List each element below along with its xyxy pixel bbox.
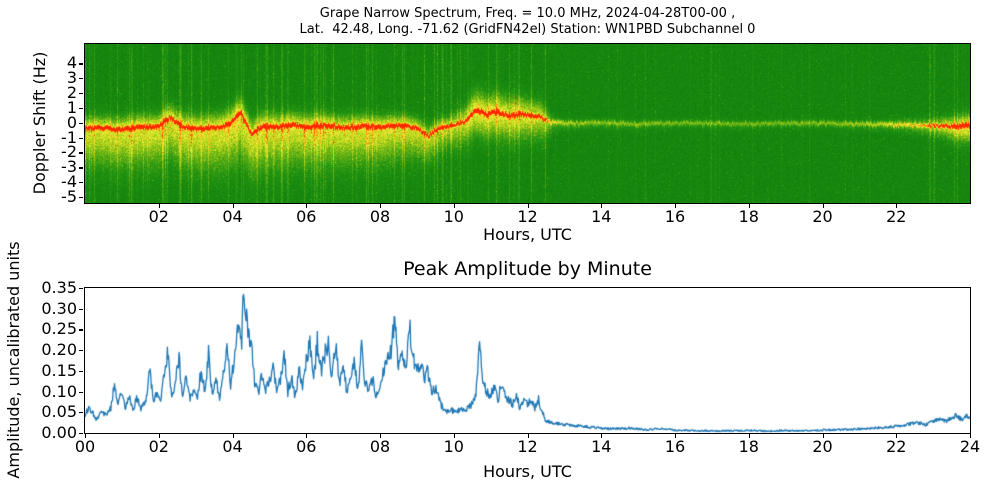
spectrogram-x-tick-label: 22 [886,207,907,226]
amplitude-y-tick-label: 0.35 [41,278,77,297]
spectrogram-x-tick-mark [527,204,529,208]
amplitude-x-tick-label: 00 [74,437,96,456]
spectrogram-y-tick-mark [79,93,83,95]
spectrogram-x-tick-label: 20 [812,207,833,226]
spectrogram-x-tick-mark [601,204,603,208]
spectrogram-y-tick-mark [79,137,83,139]
amplitude-plot-area [84,287,971,434]
amplitude-y-tick-mark [79,308,83,310]
spectrogram-x-tick-mark [896,204,898,208]
amplitude-x-tick-mark [601,434,603,438]
spectrogram-y-tick-label: -4 [61,172,77,192]
amplitude-x-tick-mark [527,434,529,438]
amplitude-y-tick-mark [79,350,83,352]
spectrogram-y-tick-label: 2 [66,83,77,103]
amplitude-x-tick-label: 22 [886,437,907,456]
amplitude-x-tick-mark [896,434,898,438]
spectrogram-y-tick-label: -2 [61,142,77,162]
amplitude-x-tick-label: 16 [664,437,686,456]
amplitude-y-tick-mark [79,391,83,393]
amplitude-x-tick-label: 24 [959,437,981,456]
amplitude-y-axis-label: Amplitude, uncalibrated units [4,241,23,479]
spectrogram-x-tick-mark [232,204,234,208]
spectrogram-y-tick-mark [79,167,83,169]
spectrogram-y-tick-label: -3 [61,157,77,177]
spectrogram-y-tick-label: -1 [61,127,77,147]
spectrogram-y-tick-mark [79,182,83,184]
spectrogram-y-tick-mark [79,152,83,154]
amplitude-x-tick-mark [675,434,677,438]
spectrogram-y-tick-label: 3 [66,68,77,88]
amplitude-x-tick-label: 04 [222,437,243,456]
amplitude-x-tick-mark [232,434,234,438]
spectrogram-title-line2: Lat. 42.48, Long. -71.62 (GridFN42el) St… [299,22,756,37]
amplitude-x-tick-label: 20 [812,437,833,456]
amplitude-y-tick-mark [79,329,83,331]
spectrogram-x-tick-label: 06 [296,207,317,226]
amplitude-x-tick-label: 10 [443,437,464,456]
spectrogram-x-tick-label: 10 [443,207,464,226]
amplitude-x-tick-label: 12 [517,437,538,456]
spectrogram-y-tick-mark [79,78,83,80]
amplitude-x-tick-mark [970,434,972,438]
spectrogram-x-tick-mark [306,204,308,208]
spectrogram-x-tick-label: 08 [369,207,391,226]
spectrogram-y-tick-label: 4 [66,53,77,73]
spectrogram-x-tick-mark [675,204,677,208]
amplitude-x-tick-mark [453,434,455,438]
spectrogram-x-axis-label: Hours, UTC [483,225,572,244]
amplitude-y-tick-label: 0.20 [41,340,77,360]
amplitude-y-tick-label: 0.05 [41,402,77,422]
spectrogram-x-tick-label: 18 [738,207,759,226]
spectrogram-y-tick-label: 0 [66,112,77,132]
spectrogram-x-tick-mark [748,204,750,208]
spectrogram-x-tick-label: 04 [222,207,243,226]
spectrogram-x-tick-label: 16 [664,207,686,226]
spectrogram-y-tick-mark [79,197,83,199]
spectrogram-title-line1: Grape Narrow Spectrum, Freq. = 10.0 MHz,… [319,6,736,21]
spectrogram-x-tick-mark [380,204,382,208]
amplitude-y-tick-label: 0.00 [41,423,77,442]
amplitude-y-tick-label: 0.15 [41,360,77,380]
amplitude-y-tick-mark [79,288,83,290]
doppler-spectrogram-canvas [85,44,970,203]
amplitude-chart-title: Peak Amplitude by Minute [403,258,652,280]
amplitude-x-tick-mark [748,434,750,438]
spectrogram-y-tick-label: -5 [61,187,77,207]
amplitude-y-tick-mark [79,433,83,435]
spectrogram-y-tick-mark [79,122,83,124]
amplitude-line-canvas [85,288,970,433]
spectrogram-plot-area [84,43,971,204]
spectrogram-x-tick-label: 14 [591,207,612,226]
amplitude-x-tick-label: 02 [148,437,169,456]
spectrogram-y-tick-label: 1 [66,97,77,117]
amplitude-y-tick-mark [79,370,83,373]
amplitude-x-tick-mark [306,434,308,438]
amplitude-y-tick-label: 0.30 [41,298,77,318]
amplitude-x-tick-label: 06 [296,437,317,456]
spectrogram-x-tick-mark [158,204,160,208]
spectrogram-y-tick-mark [79,107,83,110]
spectrogram-x-tick-mark [453,204,455,208]
spectrogram-x-tick-label: 02 [148,207,169,226]
spectrogram-y-tick-mark [79,63,83,65]
amplitude-x-tick-label: 18 [738,437,759,456]
amplitude-y-tick-label: 0.10 [41,381,77,401]
amplitude-x-tick-mark [380,434,382,438]
spectrogram-x-tick-mark [822,204,824,208]
amplitude-x-tick-mark [822,434,824,438]
amplitude-x-tick-label: 14 [591,437,612,456]
amplitude-x-axis-label: Hours, UTC [483,462,572,481]
amplitude-y-tick-mark [79,412,83,414]
spectrogram-x-tick-label: 12 [517,207,538,226]
amplitude-x-tick-mark [158,434,160,438]
amplitude-x-tick-label: 08 [369,437,391,456]
amplitude-y-tick-label: 0.25 [41,319,77,339]
amplitude-x-tick-mark [85,434,87,438]
